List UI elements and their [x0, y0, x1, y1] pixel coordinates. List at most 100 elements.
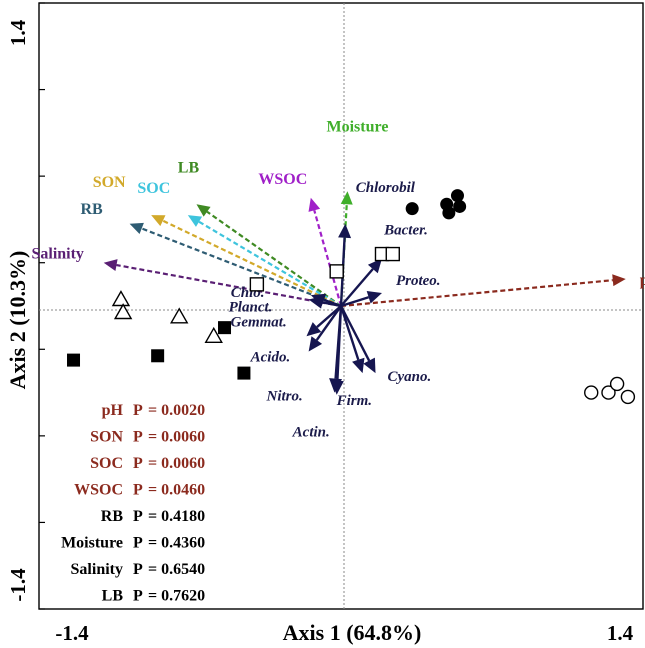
sample-point-open-triangle — [113, 303, 133, 320]
sample-group-open-square — [249, 246, 400, 292]
stat-row-ph: pH P = 0.0020 — [102, 402, 205, 419]
taxa-vector-firm: Firm. — [336, 305, 372, 409]
taxa-vector-actin: Actin. — [292, 305, 344, 441]
sample-group-filled-circle — [405, 189, 467, 220]
env-vector-soc: SOC — [137, 180, 342, 307]
taxa-vector-line-gemmat — [316, 305, 342, 328]
env-vector-lb: LB — [178, 159, 342, 307]
taxa-vectors: ChlorobilBacter.Proteo.Chlo.Planct.Gemma… — [229, 180, 441, 441]
stat-p-value: = 0.4360 — [148, 535, 205, 552]
taxa-arrowhead-actin — [330, 380, 344, 395]
stat-row-wsoc: WSOC P = 0.0460 — [74, 482, 205, 499]
env-vector-son: SON — [93, 174, 342, 307]
sample-points — [67, 189, 636, 405]
taxa-arrowhead-gemmat — [306, 322, 322, 337]
stat-p-label: P — [133, 402, 143, 419]
env-label-rb: RB — [80, 201, 103, 218]
y-ticks — [39, 2, 45, 610]
taxa-vector-line-acido — [315, 305, 342, 341]
taxa-label-actin: Actin. — [292, 425, 330, 441]
stat-variable: Moisture — [61, 535, 123, 552]
y-tick-label-max: 1.4 — [6, 19, 30, 46]
stat-variable: WSOC — [74, 482, 123, 499]
stat-p-label: P — [133, 508, 143, 525]
env-label-son: SON — [93, 174, 126, 191]
x-tick-label-max: 1.4 — [607, 621, 634, 645]
stat-variable: SON — [90, 429, 123, 446]
stat-p-value: = 0.4180 — [148, 508, 205, 525]
taxa-arrowhead-bacter — [367, 258, 382, 274]
stat-p-label: P — [133, 588, 143, 605]
stat-row-salinity: Salinity P = 0.6540 — [71, 561, 206, 578]
stat-p-label: P — [133, 482, 143, 499]
taxa-vector-line-firm — [339, 305, 360, 361]
sample-point-filled-square — [151, 349, 165, 363]
taxa-arrowhead-firm — [352, 357, 365, 374]
taxa-vector-gemmat: Gemmat. — [230, 305, 342, 337]
sample-point-open-square — [329, 264, 344, 279]
sample-point-open-triangle — [204, 326, 223, 343]
env-label-salinity: Salinity — [31, 246, 83, 263]
taxa-arrowhead-cyano — [363, 357, 376, 374]
sample-point-filled-square — [218, 321, 232, 335]
env-arrowhead-salinity — [103, 259, 118, 271]
stat-p-value: = 0.0460 — [148, 482, 205, 499]
sample-point-filled-circle — [453, 199, 467, 213]
taxa-label-gemmat: Gemmat. — [230, 314, 286, 330]
stat-variable: pH — [102, 402, 124, 419]
x-axis-label: Axis 1 (64.8%) — [283, 620, 422, 645]
env-vector-line-salinity — [116, 263, 342, 308]
env-vector-salinity: Salinity — [31, 246, 342, 308]
sample-point-open-square — [249, 277, 265, 292]
sample-point-open-circle — [601, 385, 616, 400]
sample-point-open-square — [385, 246, 400, 262]
stat-row-soc: SOC P = 0.0060 — [90, 455, 205, 472]
sample-point-open-circle — [584, 385, 599, 400]
stat-p-label: P — [133, 455, 143, 472]
env-vector-line-rb — [141, 227, 342, 308]
sample-point-filled-circle — [450, 189, 464, 203]
stat-p-value: = 0.0020 — [148, 402, 205, 419]
env-arrowhead-rb — [129, 222, 144, 235]
taxa-vector-line-cyano — [339, 305, 371, 362]
env-label-moisture: Moisture — [327, 118, 389, 135]
sample-group-open-triangle — [111, 290, 223, 343]
taxa-label-bacter: Bacter. — [383, 222, 428, 238]
taxa-label-chlorobil: Chlorobil — [356, 180, 416, 196]
stat-row-moisture: Moisture P = 0.4360 — [61, 535, 205, 552]
sample-point-open-triangle — [170, 307, 189, 324]
env-vector-ph: pH — [340, 272, 645, 308]
stat-p-label: P — [133, 561, 143, 578]
env-arrowhead-ph — [612, 274, 626, 287]
stat-variable: Salinity — [71, 561, 123, 578]
stat-p-label: P — [133, 429, 143, 446]
sample-point-filled-square — [67, 353, 81, 367]
sample-point-filled-circle — [405, 202, 419, 216]
sample-point-open-circle — [609, 376, 625, 392]
taxa-vector-proteo: Proteo. — [340, 273, 441, 308]
sample-group-filled-square — [67, 321, 251, 380]
taxa-vector-line-actin — [336, 305, 343, 381]
taxa-arrowhead-chlorobil — [338, 223, 352, 239]
x-tick-label-min: -1.4 — [55, 621, 89, 645]
stat-p-value: = 0.7620 — [148, 588, 205, 605]
env-vector-rb: RB — [80, 201, 342, 308]
taxa-vector-line-planct — [322, 301, 342, 308]
taxa-label-nitro: Nitro. — [266, 389, 303, 405]
sample-point-filled-square — [237, 366, 251, 380]
stat-variable: LB — [102, 588, 124, 605]
sample-point-filled-circle — [442, 206, 456, 220]
env-vector-line-ph — [340, 279, 613, 308]
stat-variable: SOC — [90, 455, 123, 472]
stat-variable: RB — [101, 508, 124, 525]
stat-p-label: P — [133, 535, 143, 552]
taxa-label-firm: Firm. — [336, 393, 372, 409]
y-tick-label-min: -1.4 — [6, 568, 30, 602]
taxa-vector-acido: Acido. — [250, 305, 342, 365]
taxa-label-cyano: Cyano. — [388, 369, 432, 385]
env-vector-wsoc: WSOC — [258, 171, 343, 307]
taxa-vector-cyano: Cyano. — [339, 305, 432, 385]
stat-p-value: = 0.6540 — [148, 561, 205, 578]
env-label-wsoc: WSOC — [258, 171, 307, 188]
env-vector-line-son — [162, 219, 342, 307]
